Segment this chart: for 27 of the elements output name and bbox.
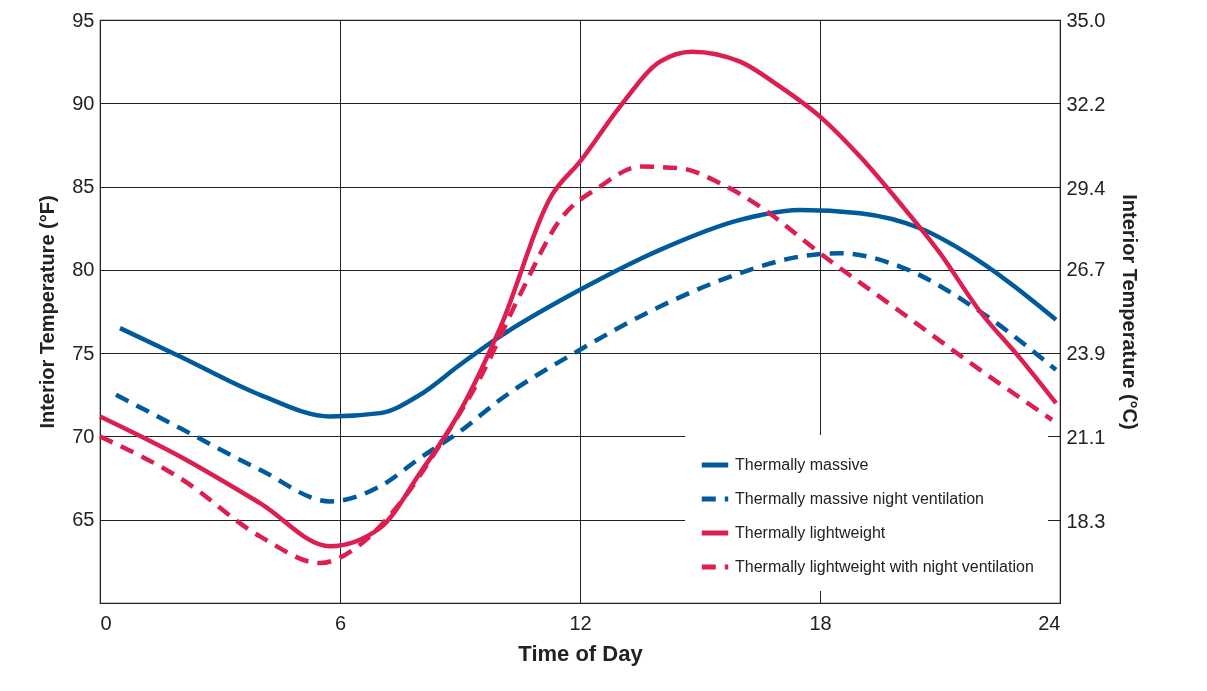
y2-tick-label: 35.0 (1066, 8, 1106, 31)
x-tick-label: 12 (569, 611, 592, 634)
x-tick-label: 0 (100, 611, 112, 634)
y2-tick-label: 29.4 (1066, 176, 1106, 199)
y2-tick-label: 23.9 (1066, 342, 1106, 365)
legend-label: Thermally lightweight with night ventilation (735, 558, 1034, 575)
x-tick-label: 6 (334, 611, 347, 634)
x-tick-label: 18 (809, 611, 832, 634)
y-tick-label: 65 (72, 508, 95, 531)
legend-label: Thermally massive night ventilation (735, 490, 984, 507)
legend-label: Thermally lightweight (735, 524, 886, 541)
y-axis-title: Interior Temperature (°F) (36, 195, 59, 429)
line-series (117, 207, 1059, 419)
y2-tick-label: 18.3 (1066, 510, 1106, 533)
x-axis-title: Time of Day (518, 640, 644, 666)
y-tick-label: 85 (72, 175, 95, 198)
y-tick-label: 95 (72, 8, 95, 31)
x-tick-label: 24 (1038, 611, 1061, 634)
y-tick-label: 90 (72, 91, 95, 114)
y2-tick-label: 21.1 (1066, 426, 1106, 449)
legend-label: Thermally massive (735, 456, 869, 473)
y-tick-label: 70 (72, 424, 95, 447)
y2-axis-title: Interior Temperature (°C) (1119, 194, 1142, 430)
y-tick-label: 80 (72, 258, 95, 281)
y2-tick-label: 32.2 (1066, 92, 1106, 115)
y-tick-label: 75 (72, 341, 95, 364)
y2-tick-label: 26.7 (1066, 257, 1106, 280)
